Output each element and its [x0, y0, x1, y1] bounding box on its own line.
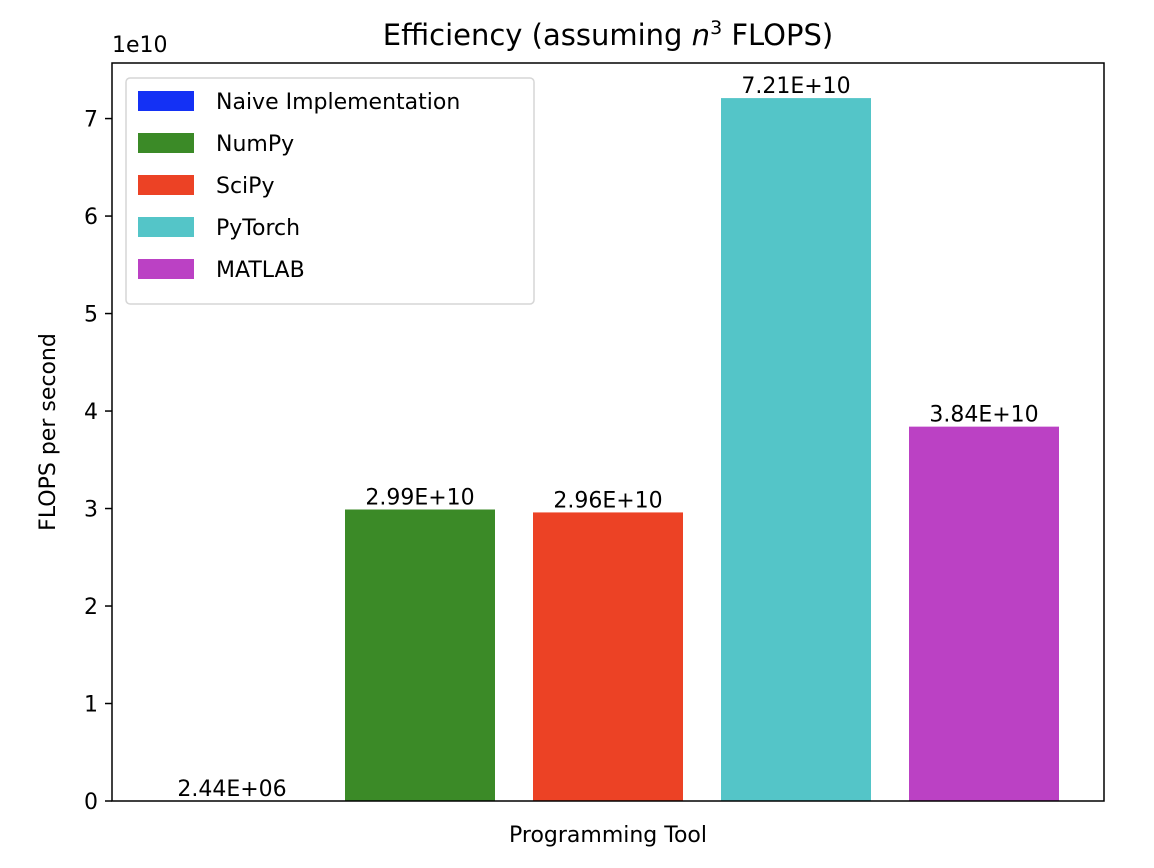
legend-swatch: [138, 259, 194, 279]
chart-title: Efficiency (assuming n3 FLOPS): [383, 17, 833, 52]
y-tick-label: 1: [84, 693, 98, 718]
legend-swatch: [138, 217, 194, 237]
bar-value-label: 2.96E+10: [553, 488, 662, 513]
legend-box: [125, 77, 535, 305]
bar-scipy: [533, 512, 683, 801]
chart-title-before: Efficiency (assuming: [383, 18, 692, 52]
y-tick-label: 2: [84, 595, 98, 620]
y-tick-label: 5: [84, 303, 98, 328]
y-tick-label: 4: [84, 400, 98, 425]
legend-swatch: [138, 175, 194, 195]
bars-group: [157, 98, 1059, 801]
bar-pytorch: [721, 98, 871, 801]
x-axis-label: Programming Tool: [509, 823, 707, 848]
y-tick-label: 7: [84, 108, 98, 133]
bar-value-label: 2.44E+06: [177, 777, 286, 802]
legend-entry: MATLAB: [216, 258, 305, 283]
chart-title-superscript: 3: [710, 17, 722, 39]
chart-title-after: FLOPS): [722, 18, 833, 52]
bar-value-label: 2.99E+10: [365, 486, 474, 511]
y-axis: 0 1 2 3 4 5 6 7: [84, 108, 112, 815]
bar-matlab: [909, 426, 1059, 801]
bar-value-label: 7.21E+10: [741, 74, 850, 99]
y-tick-label: 6: [84, 205, 98, 230]
legend-entry: SciPy: [216, 174, 274, 199]
y-axis-offset-label: 1e10: [112, 33, 168, 58]
legend: Naive Implementation NumPy SciPy PyTorch MAT…: [125, 77, 535, 305]
bar-labels-group: 2.44E+06 2.99E+10 2.96E+10 7.21E+10 3.84E+10: [177, 74, 1038, 802]
y-axis-label: FLOPS per second: [36, 333, 61, 531]
bar-numpy: [345, 509, 495, 801]
legend-entry: NumPy: [216, 132, 294, 157]
chart-title-variable: n: [692, 18, 710, 52]
y-tick-label: 0: [84, 790, 98, 815]
legend-entry: Naive Implementation: [216, 90, 460, 115]
plot-area-frame: [111, 62, 1105, 802]
legend-entry: PyTorch: [216, 216, 300, 241]
legend-swatch: [138, 91, 194, 111]
y-tick-label: 3: [84, 498, 98, 523]
legend-swatch: [138, 133, 194, 153]
bar-value-label: 3.84E+10: [929, 403, 1038, 428]
